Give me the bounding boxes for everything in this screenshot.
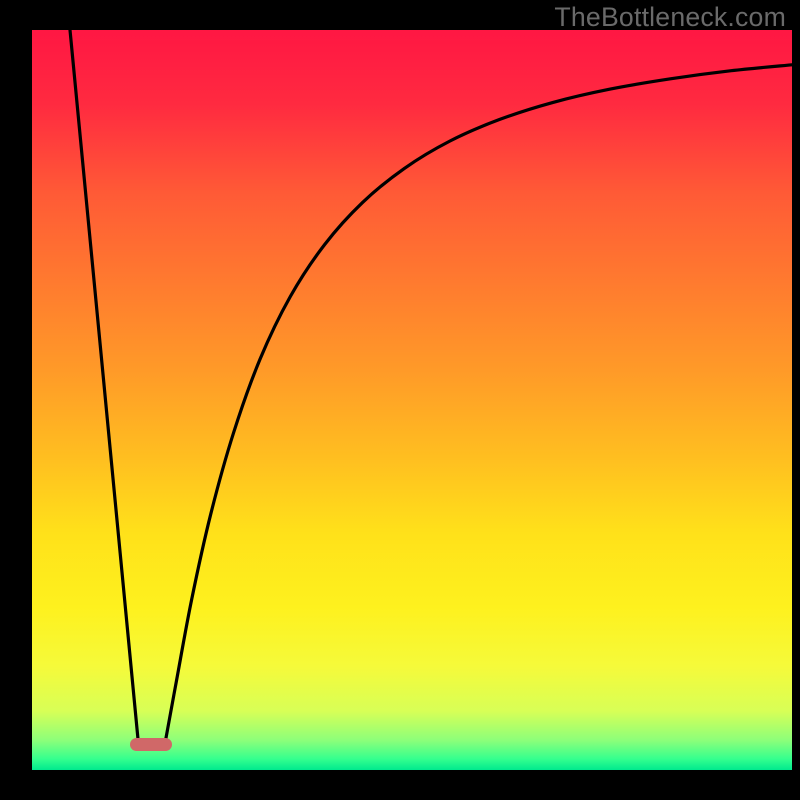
chart-container: TheBottleneck.com [0,0,800,800]
minimum-marker [130,738,172,751]
watermark-text: TheBottleneck.com [554,2,786,33]
left-curve [70,30,138,743]
curves-svg [32,30,792,770]
plot-area [32,30,792,770]
right-curve [165,65,792,744]
